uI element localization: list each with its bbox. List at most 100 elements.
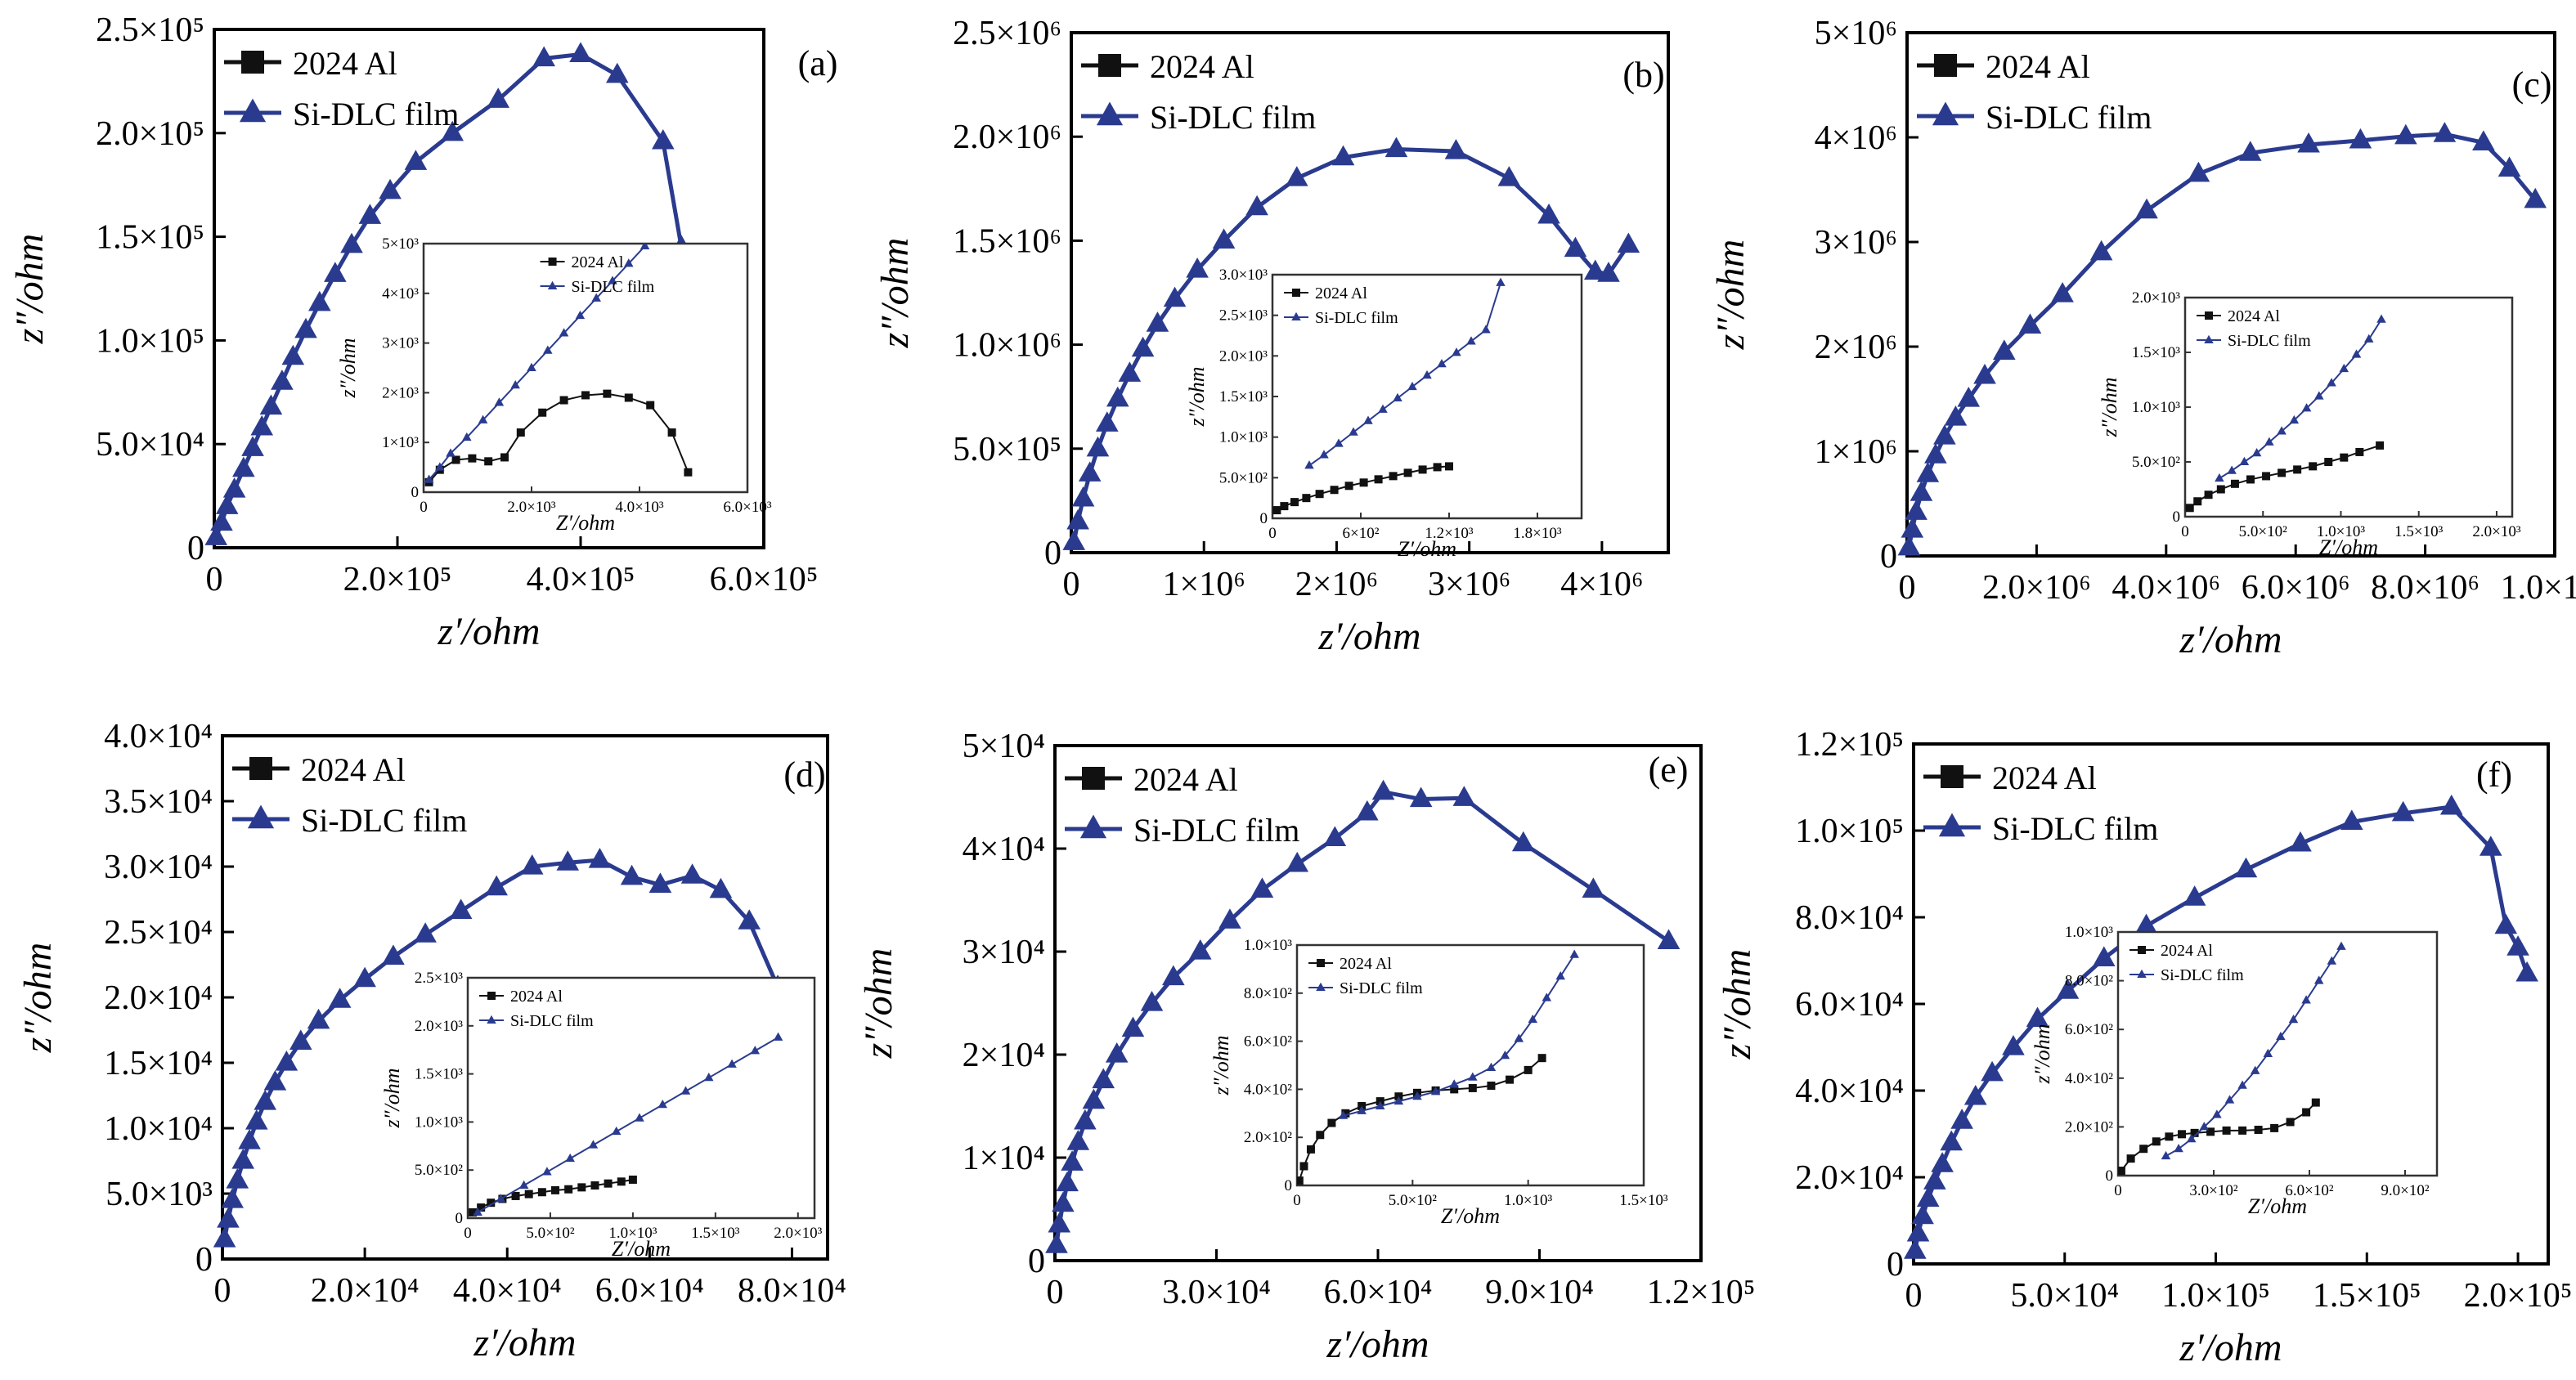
data-point: [620, 864, 644, 885]
data-point: [1188, 939, 1212, 960]
inset-data-point: [2351, 349, 2362, 358]
inset-x-tick-label: 2.0×10³: [774, 1225, 822, 1242]
data-point: [1950, 1109, 1973, 1129]
y-tick-label: 0: [1887, 1246, 1904, 1284]
data-point: [1931, 1152, 1954, 1172]
panel-label: (c): [2512, 65, 2552, 105]
inset-y-tick-label: 2.0×10³: [1219, 347, 1268, 365]
inset-y-axis-label: z″/ohm: [2031, 1024, 2054, 1085]
inset-data-point: [559, 328, 569, 337]
y-tick-label: 2.5×10⁴: [104, 914, 213, 952]
inset-data-point: [727, 1059, 737, 1068]
inset-y-tick-label: 5.0×10²: [1219, 469, 1268, 486]
inset-data-point: [657, 1099, 667, 1109]
data-point: [2479, 836, 2502, 856]
data-point: [222, 477, 246, 498]
y-tick-label: 3.5×10⁴: [104, 783, 213, 821]
inset-y-tick-label: 2.0×10²: [1244, 1129, 1292, 1146]
data-point: [648, 872, 672, 893]
data-point: [2391, 800, 2415, 822]
inset-data-point: [604, 1179, 613, 1188]
data-point: [1904, 1239, 1927, 1259]
legend-label: 2024 Al: [1150, 48, 1254, 85]
data-point: [2297, 132, 2320, 153]
y-tick-label: 2.0×10⁶: [953, 119, 1061, 156]
y-tick-label: 1.0×10⁶: [953, 327, 1061, 365]
inset-data-point: [451, 455, 460, 464]
inset-data-point: [1374, 475, 1383, 484]
data-point: [2183, 885, 2206, 906]
x-axis-label: z′/ohm: [1317, 615, 1420, 658]
y-tick-label: 2.0×10⁵: [96, 115, 204, 153]
inset-x-tick-label: 5.0×10²: [1389, 1192, 1437, 1209]
data-point: [1957, 387, 1981, 407]
x-axis-label: z′/ohm: [437, 610, 540, 653]
data-point: [340, 232, 363, 253]
data-point: [1074, 1109, 1097, 1130]
inset-data-point: [2204, 491, 2213, 500]
data-point: [1096, 411, 1119, 432]
data-point: [2026, 1006, 2049, 1028]
inset-legend-label: 2024 Al: [2228, 307, 2280, 325]
data-point: [1056, 1171, 1079, 1192]
inset-data: [469, 1032, 783, 1216]
inset-x-tick-label: 0: [420, 499, 428, 516]
data-point: [1617, 232, 1640, 253]
inset-data-point: [1506, 1075, 1515, 1084]
inset-data-point: [2237, 1080, 2247, 1089]
data-point: [275, 1051, 298, 1071]
y-tick-label: 1×10⁶: [1815, 433, 1897, 471]
data-point: [1140, 991, 1164, 1011]
y-tick-label: 1.2×10⁵: [1795, 726, 1904, 764]
data-point: [2349, 128, 2372, 149]
data-point: [2340, 809, 2363, 830]
inset-data-point: [1449, 1079, 1459, 1088]
data-point: [1537, 203, 1560, 224]
inset-data-point: [2314, 391, 2324, 400]
data-point: [1444, 139, 1468, 159]
inset-x-tick-label: 1.0×10³: [1504, 1192, 1552, 1209]
inset-legend-label: 2024 Al: [1315, 285, 1367, 302]
x-tick-label: 2.0×10⁵: [343, 561, 452, 598]
inset-x-tick-label: 0: [2181, 523, 2189, 540]
y-axis-label: z″/ohm: [8, 234, 52, 345]
legend-label: 2024 Al: [293, 45, 397, 82]
inset-legend-marker: [1292, 289, 1300, 297]
y-axis-label: z″/ohm: [16, 943, 60, 1054]
x-tick-label: 9.0×10⁴: [1485, 1274, 1594, 1311]
inset-legend-label: Si-DLC film: [2161, 966, 2244, 984]
x-tick-label: 6.0×10⁴: [1324, 1274, 1433, 1311]
x-tick-label: 3.0×10⁴: [1162, 1274, 1271, 1311]
x-tick-label: 0: [206, 561, 223, 598]
x-tick-label: 1×10⁶: [1163, 566, 1245, 603]
data-point: [1045, 1233, 1068, 1253]
data-point: [1911, 1203, 1934, 1225]
data-point: [1082, 1088, 1106, 1109]
data-point: [353, 966, 376, 988]
inset-legend-marker: [487, 1015, 496, 1024]
data-point: [1146, 311, 1169, 332]
data-point: [449, 898, 473, 919]
data-point: [1905, 500, 1928, 520]
inset-x-tick-label: 0: [464, 1225, 472, 1242]
data-point: [271, 370, 294, 390]
data-point: [213, 1227, 236, 1248]
data-point: [1106, 386, 1129, 407]
inset-data-point: [1445, 462, 1453, 471]
y-tick-label: 2×10⁶: [1815, 329, 1897, 366]
inset-data-point: [2152, 1137, 2161, 1146]
inset-data-point: [2376, 441, 2385, 450]
data-point: [2002, 1035, 2025, 1055]
legend-marker: [1082, 767, 1105, 790]
inset-data-point: [1272, 506, 1281, 515]
inset-legend-label: Si-DLC film: [1315, 309, 1398, 327]
inset-y-tick-label: 1.0×10³: [2065, 924, 2113, 941]
data-point: [2134, 913, 2158, 934]
inset-x-tick-label: 1.5×10³: [691, 1225, 739, 1242]
inset-data-point: [2251, 448, 2262, 457]
data-point: [1245, 195, 1268, 216]
data-point: [1940, 1130, 1963, 1151]
inset-data-point: [1334, 438, 1344, 447]
inset-data-point: [2339, 363, 2349, 373]
x-tick-label: 6.0×10⁴: [595, 1272, 704, 1310]
